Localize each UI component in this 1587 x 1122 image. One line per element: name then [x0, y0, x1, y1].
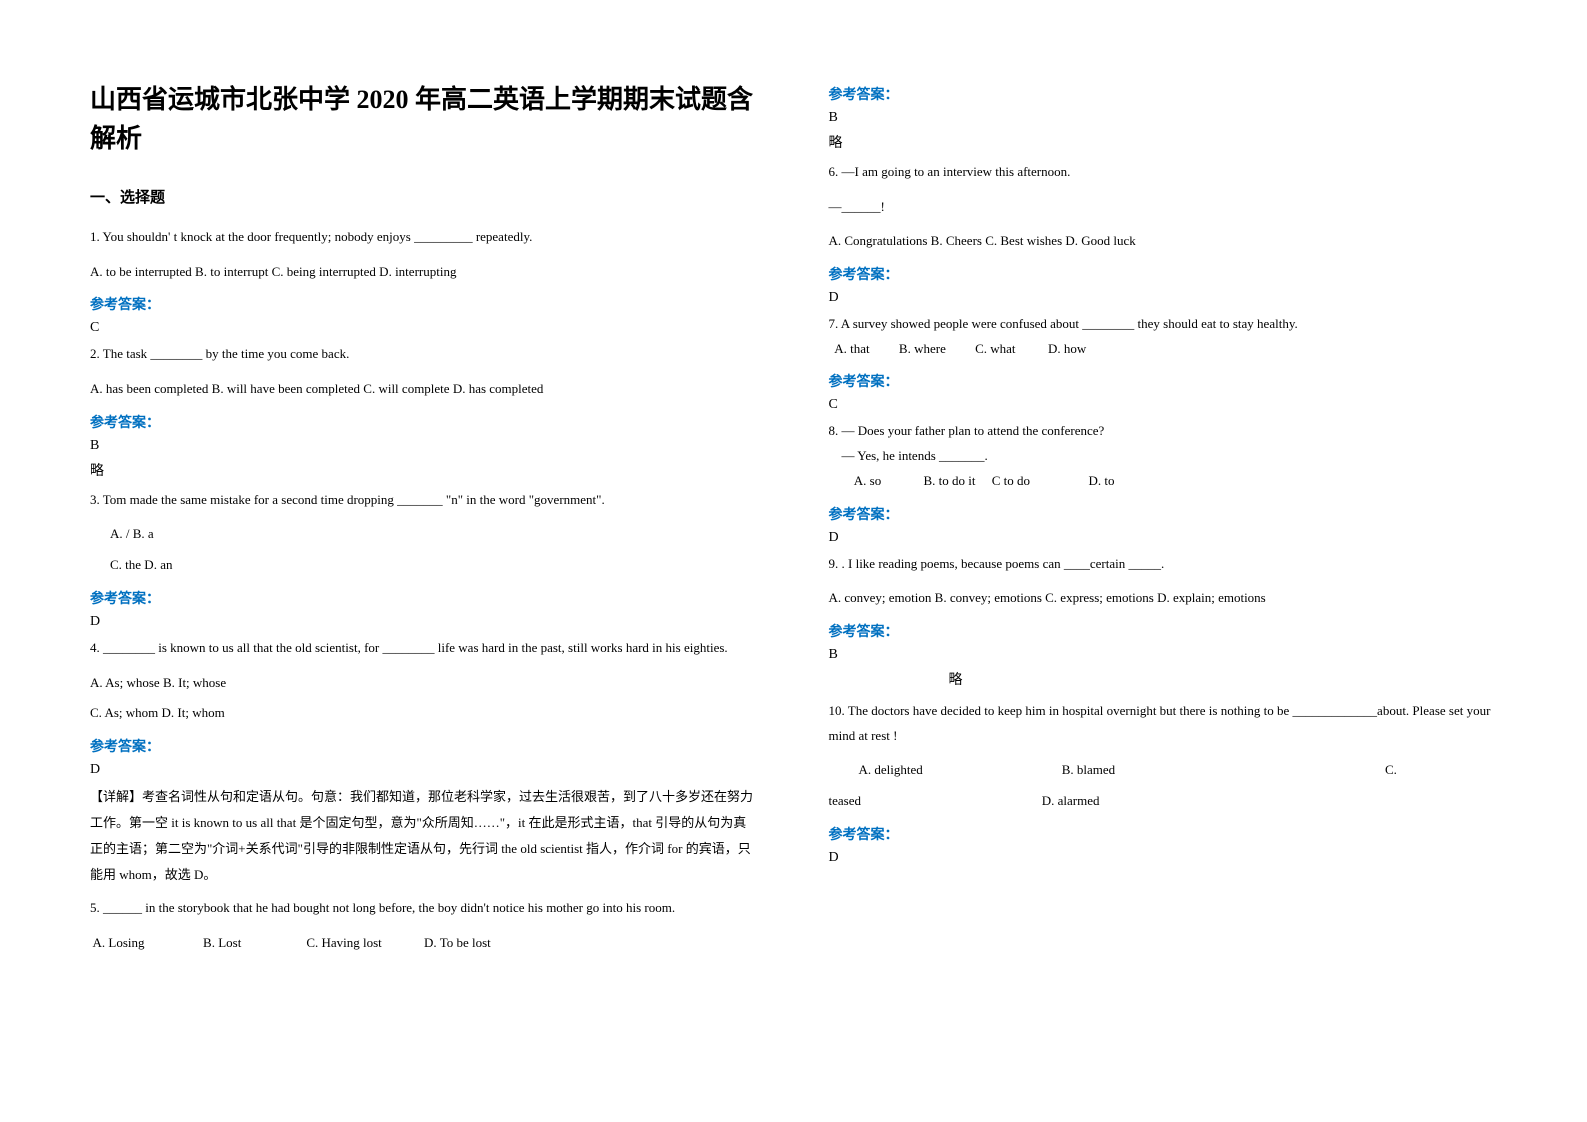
- q4-answer: D: [90, 762, 759, 778]
- q9-text: 9. . I like reading poems, because poems…: [829, 552, 1498, 577]
- note-lue: 略: [829, 132, 1498, 152]
- q3-options-2: C. the D. an: [90, 553, 759, 578]
- q10-opt-b: B. blamed: [1062, 758, 1382, 783]
- q6-text-2: —______!: [829, 195, 1498, 220]
- right-column: 参考答案： B 略 6. —I am going to an interview…: [829, 80, 1498, 1082]
- q2-text: 2. The task ________ by the time you com…: [90, 342, 759, 367]
- document-title: 山西省运城市北张中学 2020 年高二英语上学期期末试题含解析: [90, 80, 759, 158]
- q8-options: A. so B. to do it C to do D. to: [829, 469, 1498, 494]
- q10-options-line1: A. delighted B. blamed C.: [829, 758, 1498, 783]
- q3-options-1: A. / B. a: [90, 522, 759, 547]
- q8-answer: D: [829, 530, 1498, 546]
- q4-explanation: 【详解】考查名词性从句和定语从句。句意：我们都知道，那位老科学家，过去生活很艰苦…: [90, 784, 759, 888]
- q5-answer: B: [829, 110, 1498, 126]
- q3-text: 3. Tom made the same mistake for a secon…: [90, 488, 759, 513]
- q3-answer: D: [90, 614, 759, 630]
- q7-answer: C: [829, 397, 1498, 413]
- q5-text: 5. ______ in the storybook that he had b…: [90, 896, 759, 921]
- answer-label: 参考答案：: [829, 371, 1498, 391]
- q4-options-2: C. As; whom D. It; whom: [90, 701, 759, 726]
- q9-answer: B: [829, 647, 1498, 663]
- q10-line2-teased: teased: [829, 789, 1039, 814]
- note-lue: 略: [90, 460, 759, 480]
- answer-label: 参考答案：: [90, 294, 759, 314]
- q10-text: 10. The doctors have decided to keep him…: [829, 699, 1498, 748]
- note-lue-center: 略: [829, 669, 1498, 689]
- q10-opt-d: D. alarmed: [1042, 793, 1100, 808]
- q10-opt-c: C.: [1385, 762, 1397, 777]
- q6-options: A. Congratulations B. Cheers C. Best wis…: [829, 229, 1498, 254]
- q10-opt-a: A. delighted: [859, 758, 1059, 783]
- q8-text-1: 8. — Does your father plan to attend the…: [829, 419, 1498, 444]
- q1-text: 1. You shouldn' t knock at the door freq…: [90, 225, 759, 250]
- q7-options: A. that B. where C. what D. how: [829, 337, 1498, 362]
- q7-text: 7. A survey showed people were confused …: [829, 312, 1498, 337]
- answer-label: 参考答案：: [829, 621, 1498, 641]
- q6-answer: D: [829, 290, 1498, 306]
- q10-answer: D: [829, 850, 1498, 866]
- answer-label: 参考答案：: [829, 84, 1498, 104]
- left-column: 山西省运城市北张中学 2020 年高二英语上学期期末试题含解析 一、选择题 1.…: [90, 80, 759, 1082]
- q1-answer: C: [90, 320, 759, 336]
- section-heading: 一、选择题: [90, 186, 759, 207]
- answer-label: 参考答案：: [829, 264, 1498, 284]
- q4-text: 4. ________ is known to us all that the …: [90, 636, 759, 661]
- answer-label: 参考答案：: [90, 412, 759, 432]
- answer-label: 参考答案：: [90, 588, 759, 608]
- q6-text-1: 6. —I am going to an interview this afte…: [829, 160, 1498, 185]
- q4-options-1: A. As; whose B. It; whose: [90, 671, 759, 696]
- answer-label: 参考答案：: [829, 824, 1498, 844]
- q8-text-2: — Yes, he intends _______.: [829, 444, 1498, 469]
- q2-answer: B: [90, 438, 759, 454]
- q2-options: A. has been completed B. will have been …: [90, 377, 759, 402]
- q1-options: A. to be interrupted B. to interrupt C. …: [90, 260, 759, 285]
- q5-options: A. Losing B. Lost C. Having lost D. To b…: [90, 931, 759, 956]
- answer-label: 参考答案：: [90, 736, 759, 756]
- answer-label: 参考答案：: [829, 504, 1498, 524]
- q10-options-line2: teased D. alarmed: [829, 789, 1498, 814]
- q9-options: A. convey; emotion B. convey; emotions C…: [829, 586, 1498, 611]
